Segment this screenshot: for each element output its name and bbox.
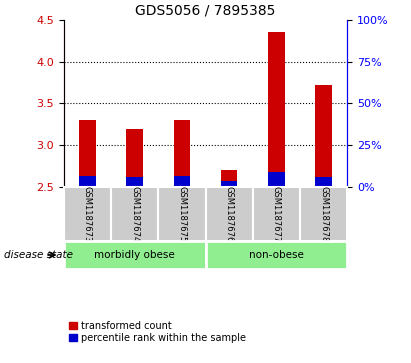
Bar [126, 177, 143, 187]
Bar [158, 187, 206, 241]
Bar [79, 120, 96, 187]
Text: GSM1187676: GSM1187676 [225, 186, 233, 242]
Text: GSM1187677: GSM1187677 [272, 186, 281, 242]
Bar [173, 176, 190, 187]
Bar [268, 33, 285, 187]
Bar [173, 120, 190, 187]
Bar [206, 241, 347, 269]
Text: morbidly obese: morbidly obese [94, 250, 175, 260]
Bar [64, 241, 206, 269]
Bar [253, 187, 300, 241]
Bar [206, 187, 253, 241]
Text: GSM1187673: GSM1187673 [83, 186, 92, 242]
Bar [315, 85, 332, 187]
Bar [300, 187, 347, 241]
Bar [64, 187, 111, 241]
Text: GSM1187674: GSM1187674 [130, 186, 139, 242]
Text: GSM1187678: GSM1187678 [319, 186, 328, 242]
Bar [111, 187, 158, 241]
Bar [221, 170, 238, 187]
Text: disease state: disease state [4, 250, 73, 260]
Bar [221, 181, 238, 187]
Bar [126, 129, 143, 187]
Text: GSM1187675: GSM1187675 [178, 186, 186, 242]
Bar [268, 172, 285, 187]
Bar [315, 177, 332, 187]
Title: GDS5056 / 7895385: GDS5056 / 7895385 [135, 3, 276, 17]
Bar [79, 176, 96, 187]
Text: non-obese: non-obese [249, 250, 304, 260]
Legend: transformed count, percentile rank within the sample: transformed count, percentile rank withi… [69, 321, 246, 343]
